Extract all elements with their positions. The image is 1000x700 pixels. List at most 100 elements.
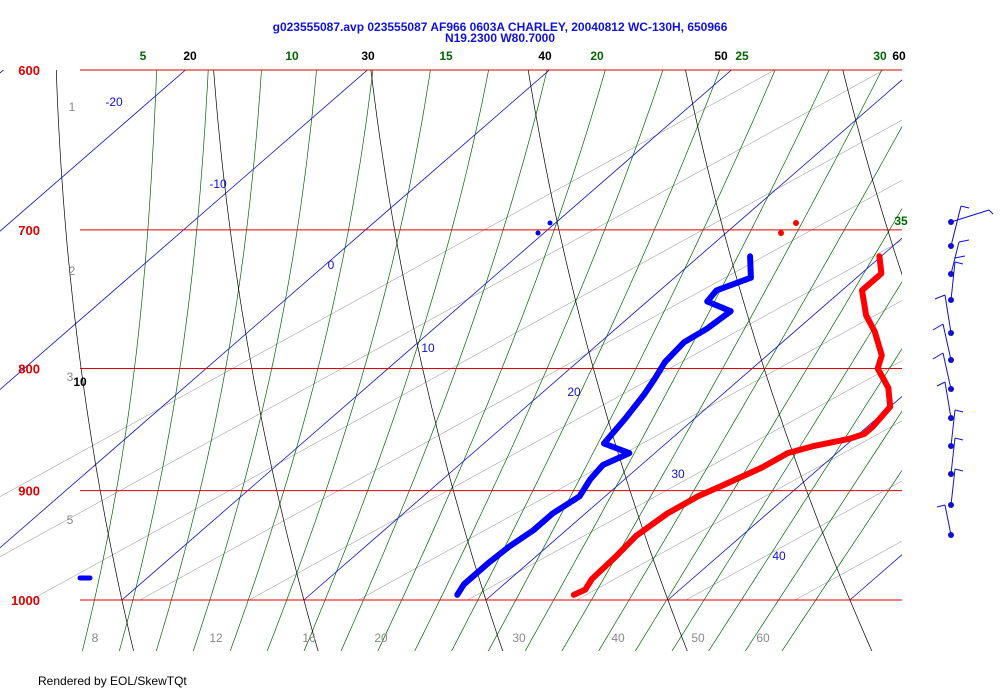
mixing-ratio-label: 60 xyxy=(756,631,770,645)
mixing-ratio-line xyxy=(139,179,902,601)
moist-adiabat-label: 10 xyxy=(285,49,299,63)
isotherm-label: 30 xyxy=(671,467,685,481)
dry-adiabat-label: 40 xyxy=(538,49,552,63)
dry-adiabat-label: 10 xyxy=(73,375,87,389)
isotherm-line xyxy=(0,70,187,232)
moist-adiabat-label: 35 xyxy=(894,214,908,228)
dry-adiabat-line xyxy=(685,70,873,651)
moist-adiabat-label: 15 xyxy=(439,49,453,63)
moist-adiabat-line xyxy=(744,410,902,651)
dry-adiabats xyxy=(55,0,1000,670)
moist-adiabat-line xyxy=(414,70,664,651)
wind-barb-staff xyxy=(936,381,946,387)
mixing-ratio-line xyxy=(358,300,902,601)
pressure-label: 900 xyxy=(18,484,40,499)
wind-barb-staff xyxy=(932,323,944,331)
dry-adiabat-line xyxy=(842,70,902,276)
moist-adiabat-line xyxy=(598,125,902,651)
wind-barb-dot xyxy=(948,297,954,303)
moist-adiabat-line xyxy=(634,208,902,651)
wind-barb xyxy=(934,294,954,336)
wind-barb xyxy=(948,409,964,449)
sounding-profiles xyxy=(77,220,894,598)
wind-barb-dot xyxy=(948,271,954,277)
chart-subtitle: N19.2300 W80.7000 xyxy=(444,31,556,45)
dry-adiabat-label: 20 xyxy=(183,49,197,63)
temperature-profile xyxy=(570,253,894,598)
wind-barb xyxy=(936,504,954,538)
isotherm-line xyxy=(849,554,902,601)
mixing-ratio-label: 12 xyxy=(209,631,223,645)
wind-barb-dot xyxy=(948,443,954,449)
mixing-ratio-line xyxy=(30,119,902,601)
wind-barb-dot xyxy=(948,386,954,392)
temperature-marker xyxy=(793,220,799,226)
moist-adiabat-line xyxy=(303,70,489,651)
moist-adiabat-line xyxy=(561,70,883,651)
moist-adiabat-line xyxy=(487,70,776,651)
isotherm-label: 20 xyxy=(567,385,581,399)
mixing-ratio-line xyxy=(794,540,902,601)
wind-barb-dot xyxy=(948,471,954,477)
dry-adiabat-label: 60 xyxy=(892,49,906,63)
temperature-marker xyxy=(778,230,784,236)
wind-barb xyxy=(948,261,964,303)
wind-barb-staff xyxy=(954,437,964,441)
wind-barb-staff xyxy=(934,294,946,300)
mixing-ratio-line xyxy=(685,480,902,601)
wind-barb-staff xyxy=(944,381,952,419)
isobars xyxy=(80,69,902,601)
mixing-ratio-label: 40 xyxy=(611,631,625,645)
wind-barb-staff xyxy=(954,468,964,472)
left-index-label: 3 xyxy=(67,370,74,384)
dewpoint-profile xyxy=(454,253,754,598)
moist-adiabat-line xyxy=(340,70,548,651)
wind-barb-staff xyxy=(942,323,952,361)
pressure-label: 1000 xyxy=(11,593,40,608)
wind-barb-staff xyxy=(950,468,956,506)
left-index-label: 5 xyxy=(67,513,74,527)
isotherm-line xyxy=(0,70,5,74)
wind-barb-staff xyxy=(950,205,962,247)
isotherm-label: 40 xyxy=(772,549,786,563)
moist-adiabats xyxy=(82,70,902,651)
isotherm-label: 0 xyxy=(328,258,335,272)
isotherm-label: -20 xyxy=(105,95,123,109)
pressure-label: 600 xyxy=(18,63,40,78)
isotherm-line xyxy=(0,70,551,549)
moist-adiabat-line xyxy=(708,347,902,651)
moist-adiabat-line xyxy=(524,70,830,651)
wind-barb-staff xyxy=(954,255,966,259)
moist-adiabat-line xyxy=(671,281,902,651)
mixing-ratio-line xyxy=(0,70,776,497)
isotherm-line xyxy=(485,237,902,601)
dry-adiabat-line xyxy=(961,0,1000,670)
dry-adiabat-label: 50 xyxy=(714,49,728,63)
wind-barb-staff xyxy=(954,409,964,413)
wind-barb xyxy=(948,468,964,508)
mixing-ratio-label: 50 xyxy=(691,631,705,645)
dry-adiabat-line xyxy=(213,70,319,651)
wind-barb xyxy=(948,437,964,477)
wind-barb-dot xyxy=(948,219,954,225)
wind-barb-dot xyxy=(948,502,954,508)
moist-adiabat-line xyxy=(781,469,902,651)
dry-adiabat-label: 30 xyxy=(361,49,375,63)
mixing-ratio-line xyxy=(576,420,902,601)
wind-barb-staff xyxy=(944,294,952,334)
wind-barb-staff xyxy=(960,205,970,209)
wind-barb-staff xyxy=(944,504,952,536)
moist-adiabat-line xyxy=(229,70,374,651)
wind-barb-staff xyxy=(950,209,990,223)
moist-adiabat-line xyxy=(155,70,262,651)
dry-adiabat-line xyxy=(55,70,134,651)
isotherm-label: -10 xyxy=(209,177,227,191)
pressure-label: 800 xyxy=(18,361,40,376)
left-index-label: 2 xyxy=(69,264,76,278)
wind-barb xyxy=(932,352,954,392)
wind-barb-dot xyxy=(948,243,954,249)
wind-barb-staff xyxy=(958,239,970,243)
footer-credit: Rendered by EOL/SkewTQt xyxy=(38,674,187,688)
moist-adiabat-line xyxy=(377,70,606,651)
